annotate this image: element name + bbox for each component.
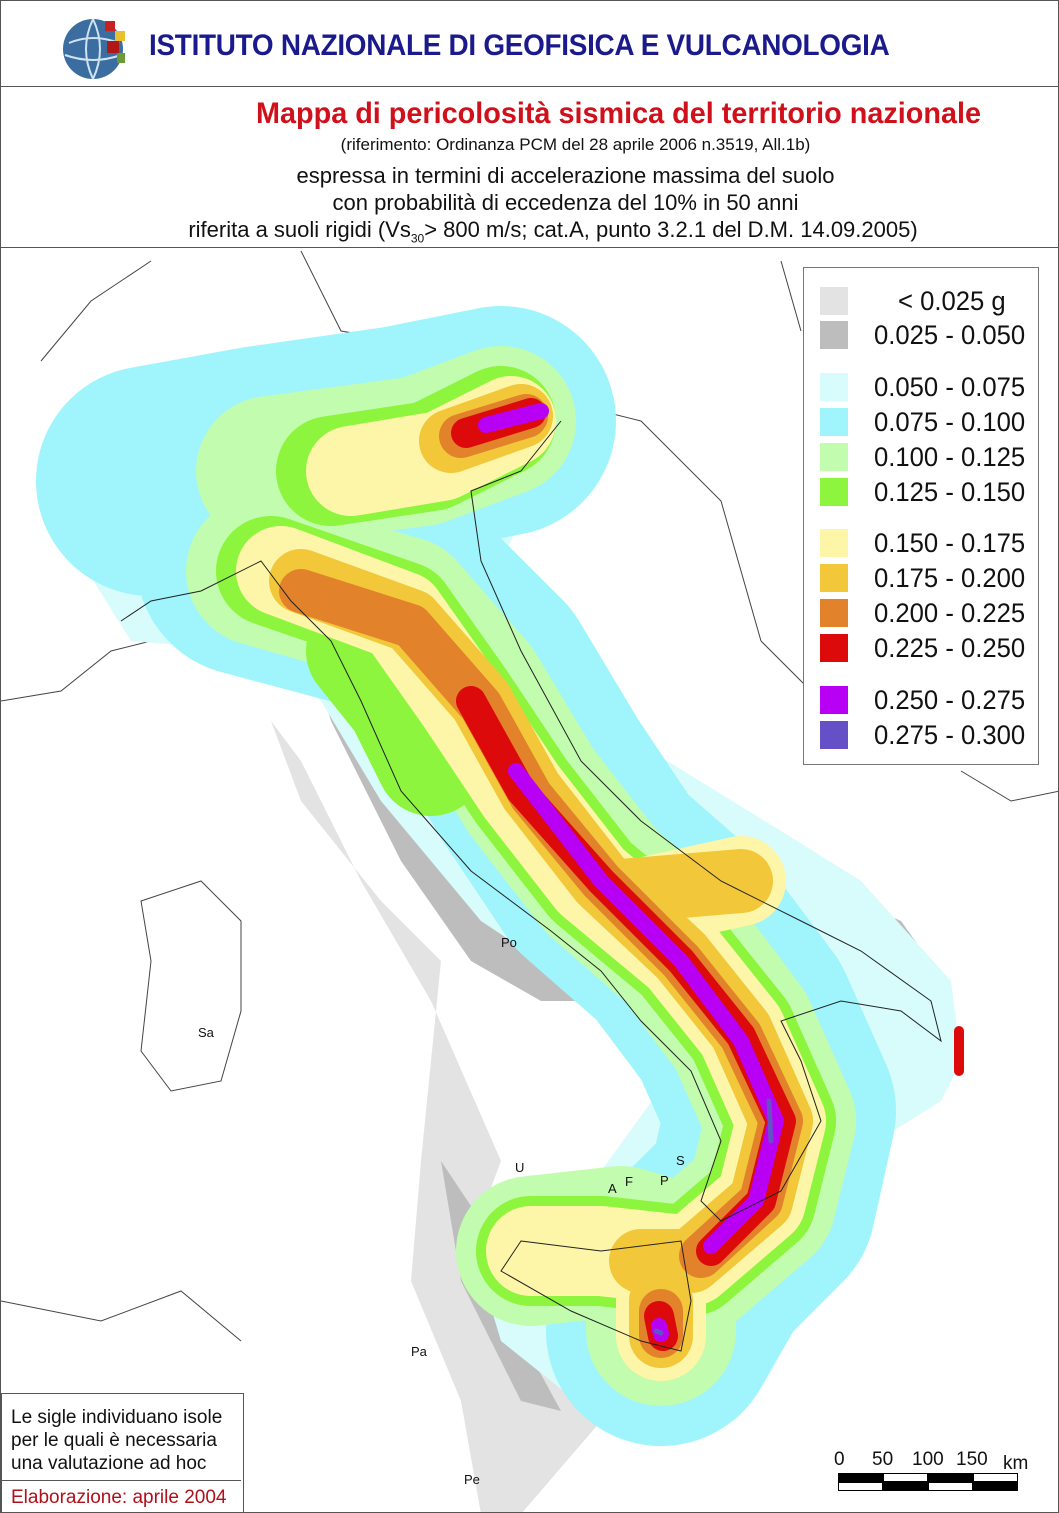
island-label-pe: Pe bbox=[464, 1472, 480, 1487]
scale-seg bbox=[928, 1482, 973, 1491]
legend-label: 0.250 - 0.275 bbox=[874, 684, 1026, 715]
island-label-sa: Sa bbox=[198, 1025, 214, 1040]
zone-lt-0025 bbox=[271, 721, 601, 1512]
italy-coastline bbox=[120, 420, 942, 1352]
institute-name: ISTITUTO NAZIONALE DI GEOFISICA E VULCAN… bbox=[149, 29, 890, 62]
scale-seg bbox=[883, 1482, 928, 1491]
island-label-u: U bbox=[515, 1160, 525, 1175]
legend-label: 0.150 - 0.175 bbox=[874, 527, 1026, 558]
legend-swatch bbox=[820, 373, 848, 401]
legend-label: < 0.025 g bbox=[898, 285, 1006, 316]
legend-swatch bbox=[820, 321, 848, 349]
hazard-map-canvas bbox=[1, 250, 1058, 1512]
scale-tick-100: 100 bbox=[912, 1449, 944, 1470]
scale-tick-0: 0 bbox=[834, 1449, 845, 1470]
note-text: Le sigle individuano isole per le quali è… bbox=[11, 1406, 222, 1475]
legend-swatch bbox=[820, 443, 848, 471]
island-label-a: A bbox=[608, 1181, 617, 1196]
hazard-bands bbox=[36, 306, 964, 1446]
island-label-po: Po bbox=[501, 935, 517, 950]
legend-label: 0.125 - 0.150 bbox=[874, 476, 1026, 507]
legend-label: 0.075 - 0.100 bbox=[874, 406, 1026, 437]
note-line-1: Le sigle individuano isole bbox=[11, 1407, 223, 1428]
legend-item: 0.050 - 0.075 bbox=[820, 372, 1033, 402]
subtitle-line-3a: riferita a suoli rigidi (Vs bbox=[188, 217, 411, 242]
island-label-p: P bbox=[660, 1173, 669, 1188]
elaboration-date: Elaborazione: aprile 2004 bbox=[2, 1480, 241, 1512]
legend-item: 0.150 - 0.175 bbox=[820, 528, 1033, 558]
neighbor-borders bbox=[1, 250, 1058, 1342]
legend-swatch bbox=[820, 287, 848, 315]
scale-seg bbox=[838, 1482, 883, 1491]
subtitle-subscript: 30 bbox=[410, 231, 425, 246]
scale-seg bbox=[928, 1473, 973, 1482]
legend-label: 0.025 - 0.050 bbox=[874, 319, 1026, 350]
legend-swatch bbox=[820, 478, 848, 506]
legend-swatch bbox=[820, 529, 848, 557]
scale-seg bbox=[973, 1473, 1018, 1482]
note-line-2: per le quali è necessaria bbox=[11, 1430, 217, 1451]
scale-seg bbox=[883, 1473, 928, 1482]
legend-label: 0.050 - 0.075 bbox=[874, 371, 1026, 402]
subtitle-line-3: riferita a suoli rigidi (Vs30> 800 m/s; … bbox=[1, 217, 1058, 246]
map-title: Mappa di pericolosità sismica del territ… bbox=[256, 97, 981, 130]
legend-item: 0.175 - 0.200 bbox=[820, 563, 1033, 593]
legend-swatch bbox=[820, 599, 848, 627]
legend-swatch bbox=[820, 408, 848, 436]
legend-swatch bbox=[820, 564, 848, 592]
subtitle-line-3b: > 800 m/s; cat.A, punto 3.2.1 del D.M. 1… bbox=[424, 217, 918, 242]
legend-item: 0.200 - 0.225 bbox=[820, 598, 1033, 628]
legend-swatch bbox=[820, 634, 848, 662]
legend-item: 0.275 - 0.300 bbox=[820, 720, 1033, 750]
ingv-globe-logo bbox=[63, 18, 125, 80]
legend-label: 0.275 - 0.300 bbox=[874, 719, 1026, 750]
subtitle-line-2: con probabilità di eccedenza del 10% in … bbox=[332, 190, 799, 215]
title-block: Mappa di pericolosità sismica del territ… bbox=[1, 87, 1058, 248]
legend-label: 0.100 - 0.125 bbox=[874, 441, 1026, 472]
header: ISTITUTO NAZIONALE DI GEOFISICA E VULCAN… bbox=[1, 1, 1058, 87]
legend-item: 0.075 - 0.100 bbox=[820, 407, 1033, 437]
island-label-pa: Pa bbox=[411, 1344, 427, 1359]
legend-item: 0.250 - 0.275 bbox=[820, 685, 1033, 715]
scale-tick-50: 50 bbox=[872, 1449, 894, 1470]
legend-label: 0.200 - 0.225 bbox=[874, 597, 1026, 628]
island-label-s: S bbox=[676, 1153, 685, 1168]
scale-tick-150: 150 bbox=[956, 1449, 988, 1470]
scale-seg bbox=[973, 1482, 1018, 1491]
reference-text: (riferimento: Ordinanza PCM del 28 april… bbox=[340, 135, 811, 154]
band-0275-0300 bbox=[653, 1098, 774, 1336]
legend: < 0.025 g 0.025 - 0.050 0.050 - 0.075 0.075… bbox=[803, 267, 1039, 765]
legend-item: 0.225 - 0.250 bbox=[820, 633, 1033, 663]
scale-seg bbox=[838, 1473, 883, 1482]
legend-label: 0.175 - 0.200 bbox=[874, 562, 1026, 593]
legend-item: 0.025 - 0.050 bbox=[820, 320, 1033, 350]
legend-swatch bbox=[820, 686, 848, 714]
legend-item: < 0.025 g bbox=[820, 286, 1011, 316]
island-label-f: F bbox=[625, 1174, 633, 1189]
legend-item: 0.100 - 0.125 bbox=[820, 442, 1033, 472]
legend-swatch bbox=[820, 721, 848, 749]
legend-item: 0.125 - 0.150 bbox=[820, 477, 1033, 507]
islands-note: Le sigle individuano isole per le quali è… bbox=[1, 1393, 244, 1512]
legend-label: 0.225 - 0.250 bbox=[874, 632, 1026, 663]
scale-unit: km bbox=[1003, 1453, 1029, 1474]
note-line-3: una valutazione ad hoc bbox=[11, 1453, 207, 1474]
subtitle-line-1: espressa in termini di accelerazione mas… bbox=[296, 163, 835, 188]
